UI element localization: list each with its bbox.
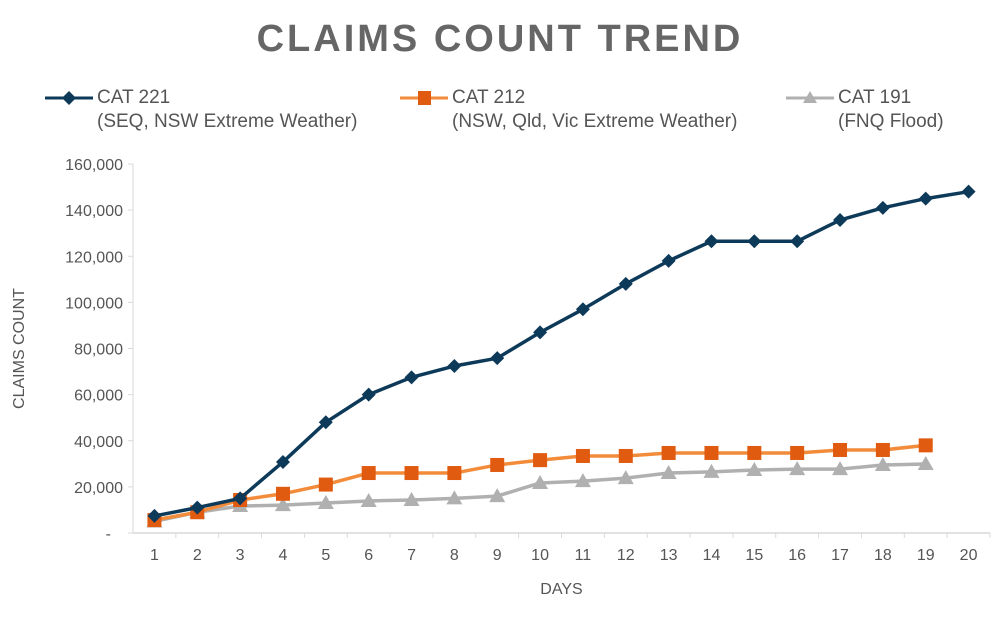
x-tick-label: 2 [193,547,202,564]
data-point-cat221 [618,276,633,291]
data-point-cat221 [790,234,805,249]
data-point-cat191 [489,488,506,503]
data-point-cat212 [533,453,548,468]
data-point-cat221 [490,351,505,366]
x-tick-label: 19 [917,547,935,564]
x-tick-label: 6 [364,547,373,564]
data-point-cat221 [704,234,719,249]
x-tick-label: 3 [236,547,245,564]
data-point-cat191 [832,461,849,476]
data-point-cat212 [704,445,719,460]
data-point-cat221 [875,200,890,215]
y-tick-label: 40,000 [74,434,123,451]
x-tick-label: 17 [831,547,849,564]
data-point-cat191 [360,492,377,507]
data-point-cat191 [532,474,549,489]
data-point-cat221 [190,500,205,515]
x-tick-label: 7 [407,547,416,564]
x-tick-label: 1 [150,547,159,564]
data-point-cat212 [575,448,590,463]
diamond-marker-icon [45,91,93,105]
x-tick-label: 9 [493,547,502,564]
legend-item-cat191: CAT 191 (FNQ Flood) [786,86,944,134]
data-point-cat191 [660,465,677,480]
y-tick-label: 140,000 [65,203,123,220]
legend-label: CAT 191 [838,87,912,108]
data-point-cat212 [447,466,462,481]
data-point-cat191 [789,461,806,476]
y-axis-label: CLAIMS COUNT [11,288,28,409]
data-point-cat221 [233,491,248,506]
data-point-cat221 [318,415,333,430]
data-point-cat221 [447,359,462,374]
triangle-marker-icon [786,91,834,103]
data-point-cat212 [404,466,419,481]
data-point-cat221 [575,302,590,317]
data-point-cat221 [404,370,419,385]
data-point-cat212 [318,477,333,492]
data-point-cat221 [661,253,676,268]
data-point-cat191 [317,495,334,510]
data-point-cat221 [533,325,548,340]
x-axis-label: DAYS [540,581,582,598]
y-tick-label: 160,000 [65,157,123,174]
legend-sublabel: (FNQ Flood) [838,111,944,132]
data-point-cat221 [918,191,933,206]
y-tick-label: 100,000 [65,295,123,312]
data-point-cat212 [361,466,376,481]
x-tick-label: 8 [450,547,459,564]
y-tick-label: 20,000 [74,480,123,497]
x-tick-label: 20 [960,547,978,564]
data-point-cat191 [746,462,763,477]
data-point-cat212 [275,486,290,501]
x-tick-label: 5 [321,547,330,564]
data-point-cat212 [875,442,890,457]
y-tick-label: - [106,526,111,543]
x-tick-label: 13 [660,547,678,564]
data-point-cat221 [361,387,376,402]
data-point-cat212 [790,445,805,460]
data-point-cat221 [147,508,162,523]
x-tick-label: 14 [703,547,721,564]
data-point-cat212 [747,445,762,460]
data-point-cat191 [274,497,291,512]
series-line-cat221 [154,189,969,518]
data-point-cat221 [961,184,976,199]
data-point-cat212 [618,448,633,463]
x-tick-label: 11 [575,547,592,564]
data-point-cat191 [917,456,934,471]
data-point-cat212 [661,445,676,460]
x-tick-label: 12 [617,547,635,564]
x-tick-label: 10 [531,547,549,564]
chart-title: CLAIMS COUNT TREND [256,18,744,60]
data-point-cat191 [617,470,634,485]
data-point-cat191 [874,456,891,471]
data-point-cat212 [490,457,505,472]
x-tick-label: 18 [874,547,892,564]
x-tick-label: 15 [745,547,763,564]
data-point-cat221 [747,234,762,249]
legend-sublabel: (SEQ, NSW Extreme Weather) [97,111,358,132]
x-tick-label: 16 [788,547,806,564]
legend-item-cat212: CAT 212 (NSW, Qld, Vic Extreme Weather) [400,86,737,134]
square-marker-icon [400,91,448,105]
y-tick-label: 80,000 [74,342,123,359]
data-point-cat191 [703,463,720,478]
legend-sublabel: (NSW, Qld, Vic Extreme Weather) [452,111,738,132]
y-tick-label: 120,000 [65,249,123,266]
data-point-cat191 [403,492,420,507]
data-point-cat191 [574,473,591,488]
data-point-cat212 [833,442,848,457]
legend-item-cat221: CAT 221 (SEQ, NSW Extreme Weather) [45,86,357,134]
legend-label: CAT 212 [452,87,526,108]
legend-label: CAT 221 [97,87,171,108]
y-tick-label: 60,000 [74,388,123,405]
data-point-cat221 [833,213,848,228]
x-tick-label: 4 [279,547,288,564]
data-point-cat221 [275,454,290,469]
data-point-cat191 [446,490,463,505]
data-point-cat212 [918,438,933,453]
